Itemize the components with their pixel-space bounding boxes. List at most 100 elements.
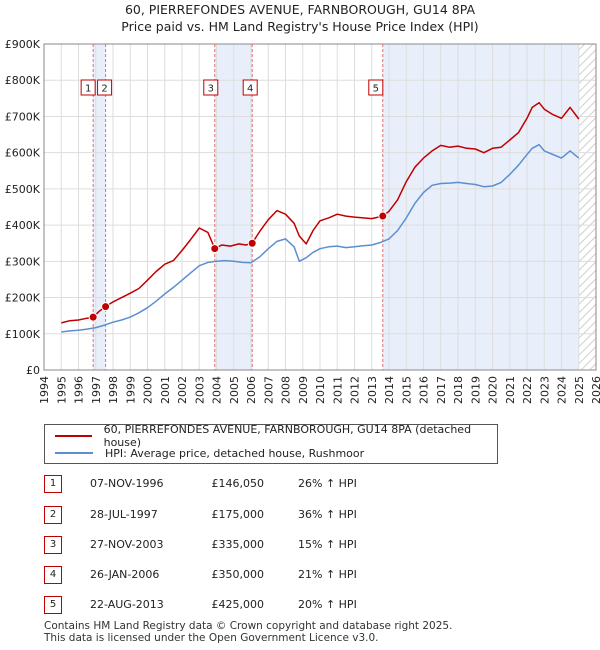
legend-swatch-property: [55, 435, 92, 437]
sale-price: £335,000: [211, 538, 265, 551]
x-tick-label: 2015: [400, 376, 413, 404]
sale-label-number: 1: [85, 84, 91, 95]
legend-item-property: 60, PIERREFONDES AVENUE, FARNBOROUGH, GU…: [55, 423, 497, 449]
x-tick-label: 2008: [280, 376, 293, 404]
y-tick-label: £500K: [5, 183, 41, 196]
y-tick-label: £600K: [5, 147, 41, 160]
y-tick-label: £400K: [5, 219, 41, 232]
sale-label-box: [368, 79, 384, 96]
footer-line-licence: This data is licensed under the Open Gov…: [44, 632, 379, 644]
x-tick-label: 1997: [90, 376, 103, 404]
x-tick-label: 2024: [556, 376, 569, 404]
x-tick-label: 2017: [435, 376, 448, 404]
forecast-hatch: [578, 44, 596, 370]
legend-label-property: 60, PIERREFONDES AVENUE, FARNBOROUGH, GU…: [103, 423, 472, 449]
x-tick-label: 2014: [383, 376, 396, 404]
x-tick-label: 2020: [487, 376, 500, 404]
x-tick-label: 2022: [521, 376, 534, 404]
ownership-shade: [93, 44, 106, 370]
y-tick-label: £0: [26, 364, 40, 377]
sale-point: [378, 211, 388, 221]
plot-frame: [43, 43, 597, 371]
table-row: 1 07-NOV-1996 £146,050 26% ↑ HPI: [44, 475, 464, 495]
x-tick-label: 2012: [349, 376, 362, 404]
sale-date: 22-AUG-2013: [90, 598, 164, 611]
x-tick-label: 2023: [538, 376, 551, 404]
x-tick-label: 2021: [504, 376, 517, 404]
table-row: 4 26-JAN-2006 £350,000 21% ↑ HPI: [44, 566, 464, 586]
sale-point: [101, 302, 111, 312]
x-tick-label: 2004: [211, 376, 224, 404]
sale-point: [247, 238, 257, 248]
x-tick-label: 2000: [142, 376, 155, 404]
sale-label-box: [203, 79, 219, 96]
hpi-comparison: 36% ↑ HPI: [298, 508, 357, 521]
marker-number: 3: [44, 536, 62, 554]
y-tick-label: £200K: [5, 292, 41, 305]
sale-label-box: [242, 79, 258, 96]
marker-number: 4: [44, 566, 62, 584]
x-tick-label: 2003: [193, 376, 206, 404]
legend-label-hpi: HPI: Average price, detached house, Rush…: [105, 446, 365, 460]
x-tick-label: 2007: [262, 376, 275, 404]
chart-subtitle: Price paid vs. HM Land Registry's House …: [121, 19, 479, 34]
x-tick-label: 2005: [228, 376, 241, 404]
hpi-comparison: 21% ↑ HPI: [298, 568, 357, 581]
x-tick-label: 2013: [366, 376, 379, 404]
x-tick-label: 1996: [73, 376, 86, 404]
marker-number: 5: [44, 596, 62, 614]
hpi-comparison: 26% ↑ HPI: [298, 477, 357, 490]
sale-date: 07-NOV-1996: [90, 477, 164, 490]
sale-label-number: 3: [208, 84, 214, 95]
legend-item-hpi: HPI: Average price, detached house, Rush…: [55, 445, 364, 461]
price-chart: £0 £100K £200K £300K £400K £500K £600K £700K £80…: [5, 38, 600, 404]
sale-point: [88, 312, 98, 322]
x-tick-label: 1998: [107, 376, 120, 404]
hpi-line: [61, 143, 580, 333]
x-tick-label: 1994: [38, 376, 51, 404]
ownership-shade: [382, 44, 579, 370]
sale-date: 26-JAN-2006: [90, 568, 160, 581]
sale-label-box: [97, 79, 113, 96]
sale-date: 28-JUL-1997: [90, 508, 158, 521]
x-tick-label: 2025: [573, 376, 586, 404]
y-tick-label: £900K: [5, 38, 41, 51]
table-row: 2 28-JUL-1997 £175,000 36% ↑ HPI: [44, 506, 464, 526]
sale-price: £146,050: [211, 477, 265, 490]
y-tick-label: £100K: [5, 328, 41, 341]
sale-date: 27-NOV-2003: [90, 538, 164, 551]
x-tick-label: 2002: [176, 376, 189, 404]
x-tick-label: 2026: [590, 376, 600, 404]
x-tick-label: 2011: [331, 376, 344, 404]
chart-title: 60, PIERREFONDES AVENUE, FARNBOROUGH, GU…: [124, 2, 476, 17]
marker-number: 1: [44, 475, 62, 493]
legend: 60, PIERREFONDES AVENUE, FARNBOROUGH, GU…: [44, 423, 498, 464]
x-tick-label: 2001: [159, 376, 172, 404]
x-tick-label: 1999: [124, 376, 137, 404]
sale-price: £350,000: [211, 568, 265, 581]
x-tick-label: 2018: [452, 376, 465, 404]
y-tick-label: £800K: [5, 74, 41, 87]
marker-number: 2: [44, 506, 62, 524]
legend-swatch-hpi: [55, 452, 93, 454]
x-tick-label: 2019: [469, 376, 482, 404]
x-tick-label: 2016: [418, 376, 431, 404]
sale-label-box: [80, 79, 96, 96]
sale-label-number: 5: [373, 84, 379, 95]
hpi-comparison: 15% ↑ HPI: [298, 538, 357, 551]
y-tick-label: £300K: [5, 255, 41, 268]
sale-label-number: 2: [101, 84, 107, 95]
sale-price: £425,000: [211, 598, 265, 611]
table-row: 3 27-NOV-2003 £335,000 15% ↑ HPI: [44, 536, 464, 556]
x-tick-label: 2009: [297, 376, 310, 404]
sale-point: [210, 244, 220, 254]
footer: Contains HM Land Registry data © Crown c…: [44, 620, 452, 644]
x-tick-label: 2010: [314, 376, 327, 404]
hpi-comparison: 20% ↑ HPI: [298, 598, 357, 611]
x-tick-label: 2006: [245, 376, 258, 404]
y-tick-label: £700K: [5, 110, 41, 123]
x-tick-label: 1995: [55, 376, 68, 404]
table-row: 5 22-AUG-2013 £425,000 20% ↑ HPI: [44, 596, 464, 616]
sale-label-number: 4: [247, 84, 253, 95]
footer-line-copyright: Contains HM Land Registry data © Crown c…: [44, 620, 453, 632]
